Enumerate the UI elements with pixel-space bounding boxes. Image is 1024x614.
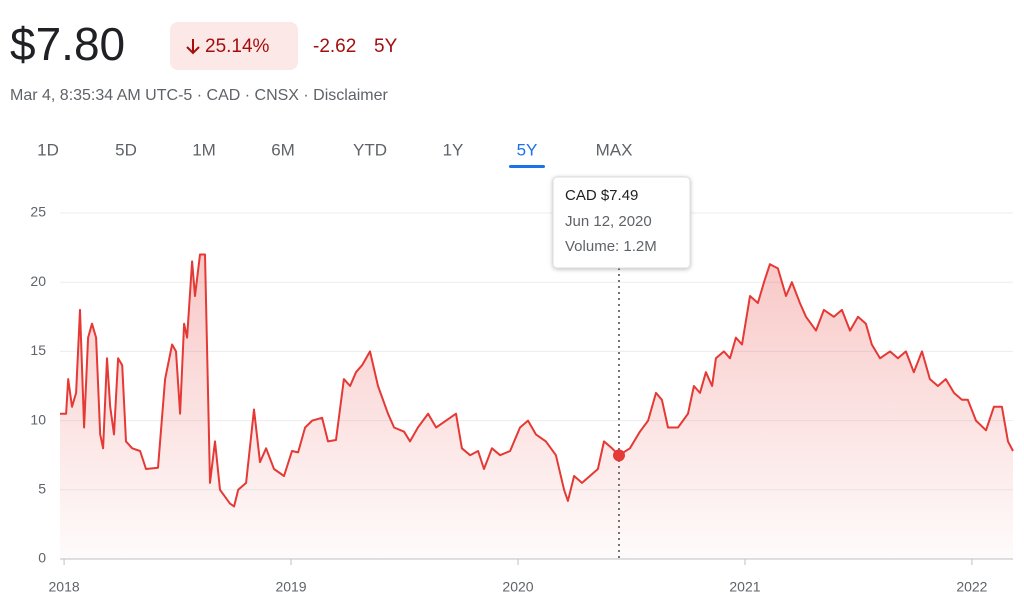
y-tick-label: 5 (38, 481, 46, 497)
range-tab[interactable]: MAX (596, 140, 633, 159)
price-line (60, 253, 1014, 508)
change-percent: 25.14% (205, 36, 270, 57)
change-badge (170, 22, 298, 70)
tooltip-date: Jun 12, 2020 (565, 213, 652, 230)
tab-underline (509, 165, 545, 168)
price-area (60, 254, 1013, 559)
price: $7.80 (10, 18, 125, 70)
y-tick-label: 20 (30, 273, 46, 289)
range-tab[interactable]: 1Y (443, 140, 464, 159)
y-tick-label: 15 (30, 342, 46, 358)
tooltip-price: CAD $7.49 (565, 187, 638, 204)
tooltip-box (552, 176, 691, 269)
x-tick-label: 2021 (729, 579, 760, 595)
range-tab[interactable]: 5Y (517, 140, 538, 159)
range-tab[interactable]: 1D (37, 140, 59, 159)
highlight-point (612, 449, 625, 462)
quote-meta: Mar 4, 8:35:34 AM UTC-5 · CAD · CNSX · D… (10, 87, 389, 104)
x-tick-label: 2022 (956, 579, 987, 595)
chart: 0 5 10 15 20 25 2018 2019 2020 2021 2022 (30, 204, 1014, 595)
x-tick-label: 2019 (275, 579, 306, 595)
range-tabs: 1D 5D 1M 6M YTD 1Y 5Y MAX (37, 140, 632, 168)
range-tab[interactable]: 6M (271, 140, 295, 159)
down-arrow (186, 39, 200, 55)
range-tab[interactable]: 5D (115, 140, 137, 159)
change-period: 5Y (374, 36, 398, 57)
range-tab[interactable]: 1M (192, 140, 216, 159)
tooltip: CAD $7.49 Jun 12, 2020 Volume: 1.2M (552, 176, 691, 269)
range-tab[interactable]: YTD (353, 140, 387, 159)
tooltip-volume: Volume: 1.2M (565, 238, 657, 255)
x-tick-label: 2020 (502, 579, 533, 595)
y-tick-label: 25 (30, 204, 46, 220)
y-tick-label: 10 (30, 411, 46, 427)
change-value: -2.62 (313, 36, 356, 57)
x-tick-label: 2018 (49, 579, 80, 595)
y-tick-label: 0 (38, 550, 46, 566)
